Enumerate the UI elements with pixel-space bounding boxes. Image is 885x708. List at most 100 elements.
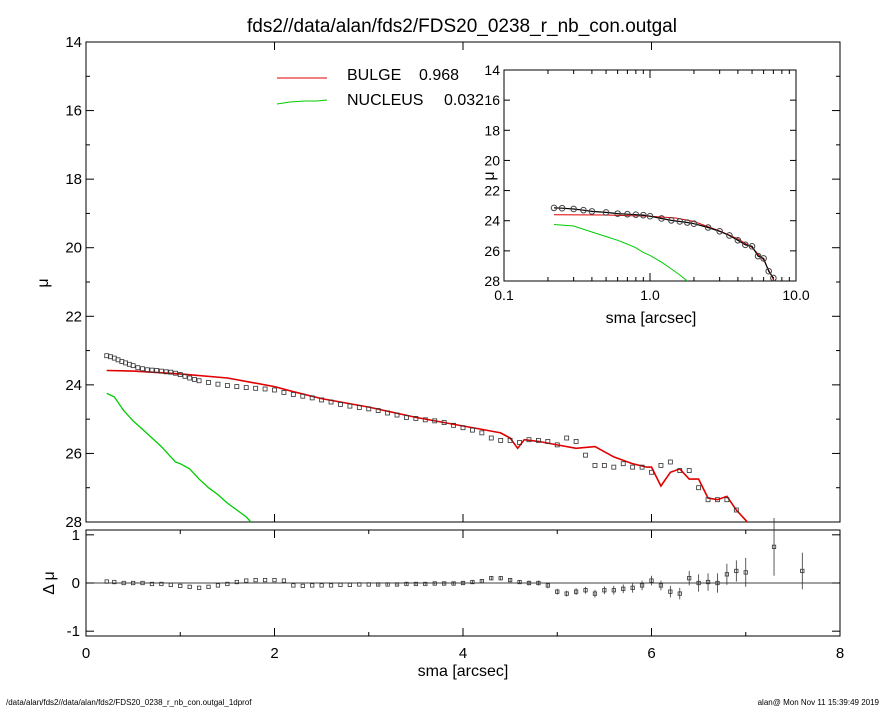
- residual-point: [319, 583, 324, 588]
- data-point: [517, 440, 522, 445]
- inset-data-point: [676, 218, 684, 225]
- x-tick-label: 0: [82, 645, 90, 662]
- data-point: [253, 385, 259, 391]
- data-point: [243, 385, 249, 391]
- bulge-model-line: [106, 369, 749, 522]
- data-point: [187, 375, 193, 381]
- data-point: [554, 442, 560, 448]
- data-point: [479, 430, 485, 436]
- residual-point: [253, 578, 258, 583]
- inset-y-tick-label: 26: [484, 243, 500, 259]
- residual-point: [564, 591, 569, 596]
- main-y-tick-label: 20: [65, 240, 82, 257]
- residual-point: [715, 580, 720, 586]
- inset-data-point: [742, 241, 749, 249]
- inset-data-point: [760, 255, 767, 262]
- residual-point: [734, 568, 739, 574]
- data-point: [460, 425, 466, 431]
- data-point: [705, 497, 711, 503]
- inset-data-point: [683, 219, 691, 226]
- data-point: [611, 464, 617, 470]
- data-point: [234, 384, 240, 389]
- inset-y-tick-label: 14: [484, 62, 500, 78]
- inset-data-point: [558, 204, 566, 212]
- data-point: [592, 463, 598, 468]
- residual-point: [366, 582, 371, 587]
- data-point: [451, 422, 456, 428]
- data-point: [620, 461, 626, 467]
- residual-point: [470, 579, 475, 585]
- inset-data-points: [550, 204, 777, 282]
- residual-point: [621, 586, 626, 591]
- residual-point: [602, 588, 607, 593]
- residual-point: [131, 580, 136, 586]
- data-point: [696, 485, 702, 491]
- residual-point: [357, 582, 362, 587]
- data-point: [526, 437, 532, 443]
- data-point: [154, 368, 160, 373]
- residual-point: [178, 583, 183, 588]
- inset-data-point: [580, 206, 587, 214]
- residual-point: [668, 589, 673, 594]
- data-point: [196, 378, 202, 384]
- residual-point: [800, 568, 805, 574]
- data-point: [168, 369, 174, 375]
- inset-data-point: [570, 205, 577, 213]
- data-point: [140, 366, 145, 372]
- data-point: [347, 403, 353, 409]
- residual-point: [696, 580, 701, 586]
- residual-point: [347, 582, 353, 588]
- residual-point: [244, 578, 249, 583]
- inset-y-tick-label: 20: [484, 152, 500, 168]
- main-y-tick-label: 28: [65, 514, 82, 531]
- inset-y-tick-label: 24: [484, 213, 500, 229]
- data-point: [498, 437, 504, 443]
- residual-point: [206, 584, 211, 589]
- residual-point: [574, 589, 579, 594]
- residual-point: [310, 583, 315, 588]
- inset-data-point: [754, 252, 762, 260]
- data-point: [686, 468, 692, 473]
- residual-data-points: [104, 517, 805, 600]
- residual-point: [460, 580, 466, 586]
- legend-bulge-label: BULGE: [347, 67, 401, 84]
- residual-point: [338, 582, 343, 588]
- residual-point: [658, 583, 664, 588]
- data-point: [573, 439, 579, 444]
- data-point: [173, 370, 178, 376]
- data-point: [149, 367, 155, 373]
- data-point: [385, 410, 391, 416]
- main-y-tick-label: 14: [65, 34, 82, 51]
- data-point: [630, 464, 636, 470]
- legend-nucleus-value: 0.032: [444, 92, 484, 109]
- inset-data-point: [588, 208, 596, 215]
- inset-y-tick-label: 28: [484, 273, 500, 289]
- legend-nucleus-swatch: [276, 99, 328, 105]
- residual-point: [272, 578, 277, 583]
- chart-title: fds2//data/alan/fds2/FDS20_0238_r_nb_con…: [247, 16, 677, 37]
- data-point: [639, 464, 645, 470]
- inset-x-tick-label: 10.0: [782, 287, 809, 303]
- residual-point: [743, 570, 748, 575]
- inset-data-point: [726, 232, 733, 239]
- data-point: [215, 381, 221, 387]
- inset-data-point: [602, 209, 610, 216]
- residual-point: [394, 582, 400, 587]
- inset-data-point: [646, 212, 654, 220]
- data-point: [135, 365, 141, 371]
- data-point: [601, 463, 607, 468]
- data-point: [130, 363, 136, 369]
- x-tick-label: 4: [459, 645, 467, 662]
- residual-y-tick-label: 0: [72, 575, 80, 592]
- x-tick-label: 2: [270, 645, 278, 662]
- residual-point: [328, 583, 334, 588]
- data-point: [309, 395, 315, 401]
- residual-point: [159, 581, 164, 587]
- inset-data-point: [624, 210, 631, 218]
- data-point: [144, 367, 150, 373]
- residual-point: [592, 591, 598, 596]
- residual-point: [451, 581, 456, 586]
- residual-point: [649, 578, 654, 583]
- residual-point: [611, 588, 616, 593]
- inset-data-point: [658, 215, 665, 222]
